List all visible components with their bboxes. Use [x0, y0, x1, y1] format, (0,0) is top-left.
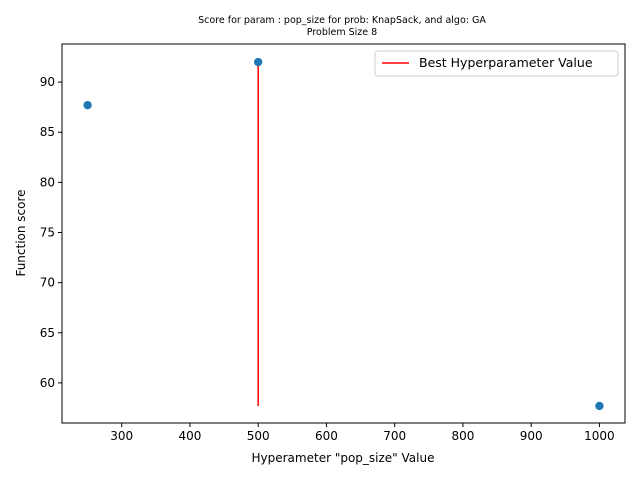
legend-label-best-line: Best Hyperparameter Value: [419, 55, 593, 70]
x-axis-label: Hyperameter "pop_size" Value: [252, 451, 435, 465]
y-tick-label: 90: [40, 75, 55, 89]
y-axis: 60 65 70 75 80 85 90: [40, 75, 62, 390]
chart-title: Score for param : pop_size for prob: Kna…: [198, 15, 486, 26]
x-tick-label: 800: [451, 429, 474, 443]
title-block: Score for param : pop_size for prob: Kna…: [198, 15, 486, 38]
x-tick-label: 300: [110, 429, 133, 443]
x-axis: 300 400 500 600 700 800 900 1000: [110, 423, 615, 443]
x-tick-label: 1000: [584, 429, 615, 443]
y-tick-label: 70: [40, 276, 55, 290]
y-tick-label: 75: [40, 225, 55, 239]
y-tick-label: 65: [40, 326, 55, 340]
data-point: [83, 100, 92, 110]
y-tick-label: 60: [40, 376, 55, 390]
x-tick-label: 600: [315, 429, 338, 443]
legend: Best Hyperparameter Value: [374, 50, 619, 77]
data-point: [253, 57, 263, 67]
axes-frame: [61, 43, 626, 424]
x-tick-label: 500: [247, 429, 270, 443]
legend-box: [374, 50, 619, 77]
plot-area: [83, 57, 604, 411]
x-tick-label: 700: [383, 429, 406, 443]
y-tick-label: 80: [40, 175, 55, 189]
chart-subtitle: Problem Size 8: [307, 27, 377, 38]
x-tick-label: 400: [179, 429, 202, 443]
y-tick-label: 85: [40, 125, 55, 139]
x-tick-label: 900: [520, 429, 543, 443]
y-axis-label: Function score: [14, 189, 28, 276]
data-point: [595, 401, 604, 411]
